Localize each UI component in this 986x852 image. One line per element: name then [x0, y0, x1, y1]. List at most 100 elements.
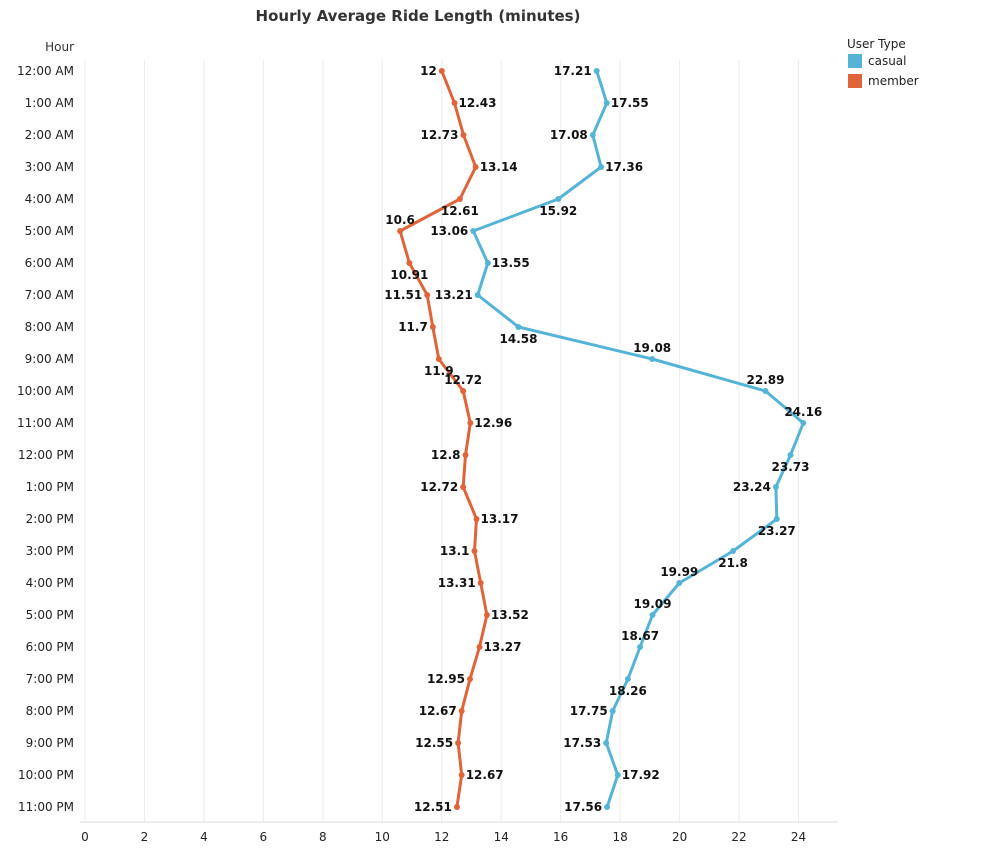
data-point-member[interactable] [453, 804, 460, 810]
data-point-casual[interactable] [603, 740, 610, 746]
data-point-member[interactable] [451, 100, 458, 106]
y-tick-label: 12:00 PM [18, 448, 74, 462]
data-point-member[interactable] [456, 196, 463, 202]
data-point-member[interactable] [460, 132, 467, 138]
data-point-casual[interactable] [787, 452, 794, 458]
data-label-casual: 17.56 [564, 800, 602, 814]
data-label-casual: 14.58 [500, 332, 538, 346]
data-point-member[interactable] [406, 260, 413, 266]
y-tick-label: 6:00 PM [26, 640, 74, 654]
data-point-casual[interactable] [470, 228, 477, 234]
y-tick-label: 1:00 AM [25, 96, 74, 110]
data-point-casual[interactable] [609, 708, 616, 714]
data-point-member[interactable] [462, 452, 469, 458]
x-tick-label: 4 [200, 830, 208, 844]
legend-swatch-casual[interactable] [848, 54, 862, 68]
data-label-member: 11.9 [424, 364, 454, 378]
data-point-casual[interactable] [730, 548, 737, 554]
legend-label-casual[interactable]: casual [868, 54, 907, 68]
y-tick-label: 4:00 AM [25, 192, 74, 206]
data-label-casual: 18.67 [621, 629, 659, 643]
legend-swatch-member[interactable] [848, 74, 862, 88]
data-point-casual[interactable] [773, 516, 780, 522]
data-point-casual[interactable] [593, 68, 600, 74]
data-label-casual: 17.08 [550, 128, 588, 142]
data-point-member[interactable] [435, 356, 442, 362]
data-point-member[interactable] [424, 292, 431, 298]
y-tick-label: 4:00 PM [26, 576, 74, 590]
data-point-member[interactable] [455, 740, 462, 746]
y-tick-label: 5:00 AM [25, 224, 74, 238]
data-point-casual[interactable] [598, 164, 605, 170]
y-tick-label: 5:00 PM [26, 608, 74, 622]
data-label-casual: 23.73 [772, 460, 810, 474]
data-point-member[interactable] [471, 548, 478, 554]
series-group [397, 68, 807, 810]
data-point-member[interactable] [438, 68, 445, 74]
data-point-casual[interactable] [603, 100, 610, 106]
data-point-member[interactable] [467, 420, 474, 426]
y-tick-label: 11:00 PM [18, 800, 74, 814]
data-point-member[interactable] [467, 676, 474, 682]
data-label-member: 10.91 [390, 268, 428, 282]
x-tick-label: 2 [141, 830, 149, 844]
data-point-casual[interactable] [800, 420, 807, 426]
legend[interactable]: User Type casual member [847, 37, 919, 88]
data-label-member: 12.51 [414, 800, 452, 814]
data-point-member[interactable] [458, 772, 465, 778]
y-tick-label: 12:00 AM [17, 64, 74, 78]
data-point-casual[interactable] [614, 772, 621, 778]
data-point-member[interactable] [460, 388, 467, 394]
data-point-member[interactable] [397, 228, 404, 234]
data-point-casual[interactable] [589, 132, 596, 138]
data-label-member: 12.72 [444, 373, 482, 387]
data-point-casual[interactable] [637, 644, 644, 650]
data-point-member[interactable] [458, 708, 465, 714]
x-tick-label: 16 [553, 830, 568, 844]
y-tick-label: 1:00 PM [26, 480, 74, 494]
data-point-casual[interactable] [772, 484, 779, 490]
data-point-casual[interactable] [484, 260, 491, 266]
data-point-casual[interactable] [474, 292, 481, 298]
data-point-casual[interactable] [762, 388, 769, 394]
y-tick-label: 7:00 AM [25, 288, 74, 302]
data-point-member[interactable] [472, 164, 479, 170]
data-point-casual[interactable] [515, 324, 522, 330]
y-tick-label: 9:00 PM [26, 736, 74, 750]
data-label-member: 12 [420, 64, 437, 78]
data-label-member: 12.95 [427, 672, 465, 686]
y-tick-label: 9:00 AM [25, 352, 74, 366]
data-label-casual: 17.21 [554, 64, 592, 78]
x-tick-label: 12 [434, 830, 449, 844]
data-label-member: 13.17 [481, 512, 519, 526]
data-point-casual[interactable] [676, 580, 683, 586]
data-point-casual[interactable] [649, 356, 656, 362]
data-point-casual[interactable] [555, 196, 562, 202]
data-label-member: 13.1 [440, 544, 470, 558]
data-label-casual: 19.09 [634, 597, 672, 611]
data-label-member: 12.96 [474, 416, 512, 430]
data-point-member[interactable] [477, 580, 484, 586]
data-point-casual[interactable] [604, 804, 611, 810]
data-label-casual: 15.92 [539, 204, 577, 218]
data-label-casual: 23.24 [733, 480, 771, 494]
data-label-member: 11.7 [398, 320, 428, 334]
data-label-casual: 13.06 [430, 224, 468, 238]
series-line-member [398, 69, 489, 809]
data-label-casual: 13.21 [435, 288, 473, 302]
data-point-casual[interactable] [649, 612, 656, 618]
data-label-member: 12.73 [421, 128, 459, 142]
data-label-member: 12.55 [415, 736, 453, 750]
data-label-casual: 22.89 [747, 373, 785, 387]
data-point-member[interactable] [429, 324, 436, 330]
data-point-member[interactable] [460, 484, 467, 490]
y-tick-label: 10:00 AM [17, 384, 74, 398]
data-label-casual: 17.92 [622, 768, 660, 782]
data-point-member[interactable] [473, 516, 480, 522]
data-point-casual[interactable] [624, 676, 631, 682]
data-point-member[interactable] [483, 612, 490, 618]
legend-label-member[interactable]: member [868, 74, 919, 88]
data-point-member[interactable] [476, 644, 483, 650]
